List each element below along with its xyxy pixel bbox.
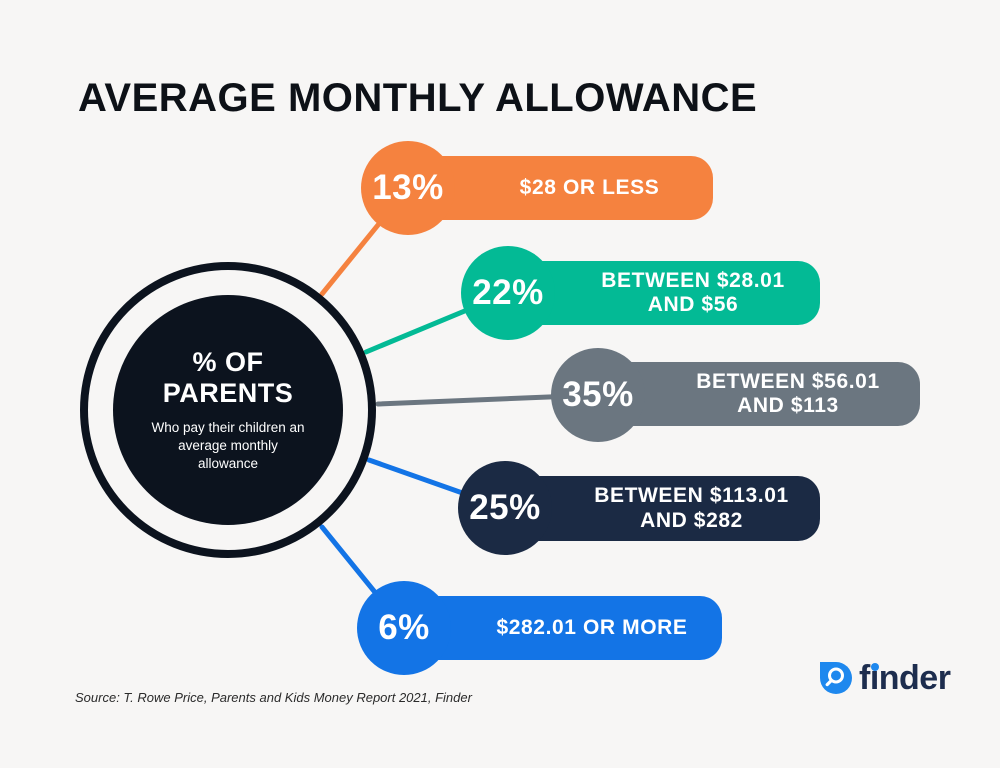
source-note: Source: T. Rowe Price, Parents and Kids … <box>75 690 472 705</box>
percent-bubble: 13% <box>361 141 455 235</box>
range-pill: $28 OR LESS <box>408 156 713 220</box>
percent-bubble: 22% <box>461 246 555 340</box>
range-label: BETWEEN $56.01 AND $113 <box>696 369 880 417</box>
range-pill: BETWEEN $56.01 AND $113 <box>598 362 920 426</box>
i-dot <box>871 663 879 671</box>
range-label: $282.01 OR MORE <box>496 615 688 639</box>
range-label: BETWEEN $113.01 AND $282 <box>594 484 789 532</box>
range-pill: BETWEEN $28.01 AND $56 <box>508 261 820 325</box>
finder-wordmark: finder <box>859 660 951 696</box>
range-pill: BETWEEN $113.01 AND $282 <box>505 476 820 541</box>
percent-value: 25% <box>469 488 541 527</box>
finder-logo: finder <box>818 660 951 696</box>
range-label: BETWEEN $28.01 AND $56 <box>601 268 785 316</box>
magnifier-icon <box>820 662 852 694</box>
center-circle: % OF PARENTS Who pay their children an a… <box>113 295 343 525</box>
percent-value: 6% <box>378 608 430 647</box>
percent-value: 35% <box>562 375 634 414</box>
center-heading: % OF PARENTS <box>162 346 294 408</box>
percent-bubble: 6% <box>357 581 451 675</box>
range-pill: $282.01 OR MORE <box>404 596 722 660</box>
percent-bubble: 25% <box>458 461 552 555</box>
page-title: AVERAGE MONTHLY ALLOWANCE <box>78 76 758 120</box>
range-label: $28 OR LESS <box>519 175 660 199</box>
percent-bubble: 35% <box>551 348 645 442</box>
center-subtext: Who pay their children an average monthl… <box>151 419 305 472</box>
percent-value: 13% <box>372 168 444 207</box>
percent-value: 22% <box>472 273 544 312</box>
